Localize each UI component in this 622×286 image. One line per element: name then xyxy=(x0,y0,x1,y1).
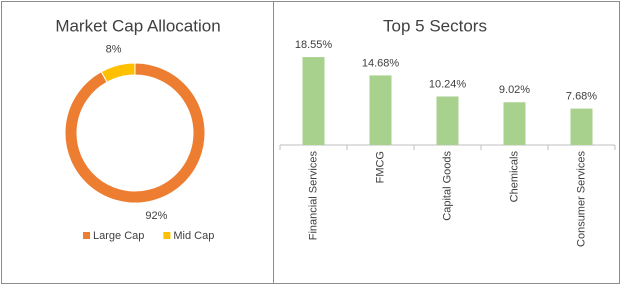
data-label: 18.55% xyxy=(295,39,333,51)
x-tick-label: Chemicals xyxy=(508,151,520,203)
legend-swatch xyxy=(83,232,90,239)
x-tick-label: Capital Goods xyxy=(441,151,453,221)
data-label: 7.68% xyxy=(566,91,597,103)
donut-slice xyxy=(100,62,136,83)
bar xyxy=(302,57,325,145)
x-tick-label: Financial Services xyxy=(307,151,319,241)
bar xyxy=(503,102,526,145)
bar xyxy=(369,75,392,145)
donut-slice xyxy=(64,62,206,204)
left-panel xyxy=(1,1,274,284)
data-label: 8% xyxy=(106,44,122,56)
data-label: 92% xyxy=(145,210,167,222)
chart-title: Top 5 Sectors xyxy=(383,16,487,35)
bar xyxy=(436,96,459,145)
x-tick-label: FMCG xyxy=(374,151,386,183)
legend-label: Mid Cap xyxy=(173,230,214,242)
chart-title: Market Cap Allocation xyxy=(55,16,220,35)
legend-swatch xyxy=(163,232,171,239)
data-label: 14.68% xyxy=(362,57,400,69)
data-label: 10.24% xyxy=(429,78,467,90)
legend-label: Large Cap xyxy=(93,230,144,242)
data-label: 9.02% xyxy=(499,84,530,96)
bar xyxy=(570,108,593,145)
x-tick-label: Consumer Services xyxy=(575,151,587,247)
